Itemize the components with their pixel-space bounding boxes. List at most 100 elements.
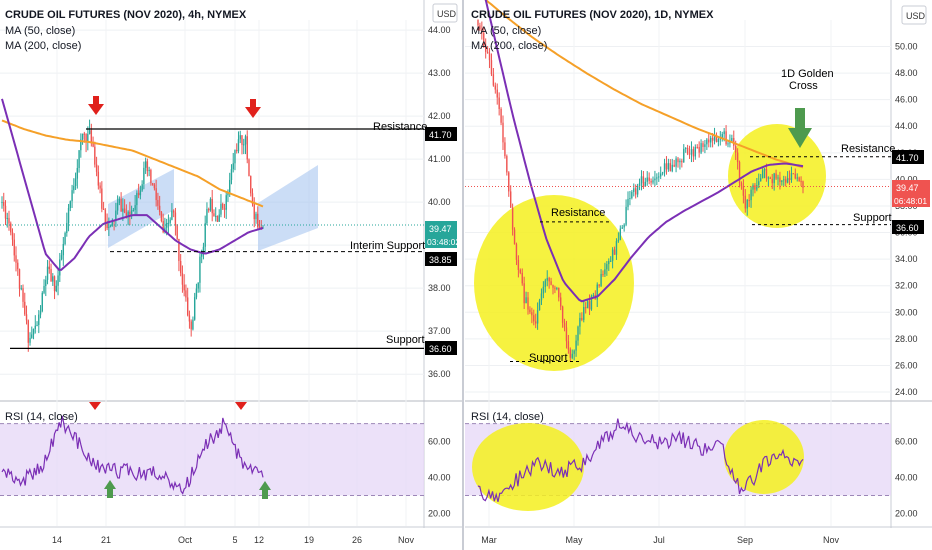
candle-body <box>241 135 243 145</box>
left-current-price-tag <box>425 221 457 248</box>
candle-body <box>709 137 712 143</box>
candle-body <box>160 211 163 221</box>
candle-body <box>529 309 531 313</box>
candle-body <box>484 46 487 52</box>
ma200-line-right <box>484 0 804 169</box>
left-panel: 36.0037.0038.0039.0040.0041.0042.0043.00… <box>0 0 462 545</box>
candle-body <box>36 324 38 326</box>
candle-body <box>186 297 189 316</box>
left-currency-badge[interactable] <box>432 3 458 23</box>
candle-body <box>74 178 77 186</box>
candle-body <box>573 350 575 354</box>
candle-body <box>183 284 185 291</box>
candle-body <box>122 208 124 212</box>
candle-body <box>713 135 716 141</box>
candle-body <box>683 148 685 163</box>
price-tick-label: 50.00 <box>895 42 918 52</box>
ma50-line-right <box>484 0 804 303</box>
candle-body <box>172 210 175 213</box>
candle-body <box>679 160 681 163</box>
left-interim-tag-text: 38.85 <box>429 255 452 265</box>
right-price-axis: 24.0026.0028.0030.0032.0034.0036.0038.00… <box>895 42 918 519</box>
candle-body <box>69 201 72 209</box>
candle-body <box>508 172 510 192</box>
candle-body <box>92 142 94 147</box>
candle-body <box>663 163 666 173</box>
candle-body <box>579 317 581 327</box>
candle-body <box>66 223 68 234</box>
candle-body <box>531 312 533 316</box>
candle-body <box>179 261 182 274</box>
candle-body <box>565 327 568 342</box>
candle-body <box>477 19 479 26</box>
right-panel: 24.0026.0028.0030.0032.0034.0036.0038.00… <box>465 0 932 545</box>
candle-body <box>784 179 787 183</box>
candle-body <box>498 97 500 109</box>
candle-body <box>725 131 727 145</box>
candle-body <box>581 317 583 320</box>
candle-body <box>586 301 589 309</box>
candle-body <box>775 173 777 179</box>
candle-body <box>796 177 798 179</box>
candle-body <box>202 246 205 254</box>
candle-body <box>608 261 610 265</box>
candle-body <box>248 159 250 177</box>
candle-body <box>479 25 481 30</box>
candle-body <box>598 284 600 286</box>
right-currency-label[interactable]: USD <box>906 11 926 21</box>
candle-body <box>29 337 31 343</box>
candle-body <box>583 306 585 320</box>
left-support-tag <box>425 341 457 355</box>
candle-body <box>488 53 491 61</box>
candle-body <box>492 74 495 86</box>
left-currency-label[interactable]: USD <box>437 9 457 19</box>
time-tick-label: 12 <box>254 535 264 545</box>
candle-body <box>650 180 652 183</box>
candle-body <box>81 133 84 140</box>
left-levels <box>0 128 424 349</box>
candle-body <box>675 158 677 167</box>
candle-body <box>483 32 485 47</box>
left-rsi-label: RSI (14, close) <box>5 411 78 423</box>
candle-body <box>627 198 629 207</box>
time-tick-label: Nov <box>398 535 415 545</box>
candle-body <box>481 29 483 33</box>
candle-body <box>120 198 122 212</box>
candle-body <box>767 177 770 179</box>
candle-body <box>158 205 161 212</box>
candle-body <box>638 183 641 186</box>
candle-body <box>102 208 105 210</box>
rsi-tick-label: 60.00 <box>895 437 918 447</box>
candle-body <box>731 138 733 143</box>
candle-body <box>211 198 213 214</box>
candle-body <box>50 269 52 282</box>
candle-body <box>652 180 654 183</box>
time-tick-label: 26 <box>352 535 362 545</box>
right-rsi-pane <box>465 418 891 511</box>
price-tick-label: 26.00 <box>895 360 918 370</box>
left-ma50-legend: MA (50, close) <box>5 25 75 37</box>
candle-body <box>561 306 564 323</box>
candle-body <box>95 164 98 172</box>
candle-body <box>176 225 178 239</box>
rsi-tick-label: 40.00 <box>428 472 451 482</box>
time-tick-label: Sep <box>737 535 753 545</box>
time-tick-label: 21 <box>101 535 111 545</box>
candle-body <box>584 306 587 309</box>
candle-body <box>567 341 570 350</box>
left-chart-title: CRUDE OIL FUTURES (NOV 2020), 4h, NYMEX <box>5 9 247 21</box>
candle-body <box>151 183 154 185</box>
time-tick-label: Jul <box>653 535 665 545</box>
right-currency-badge[interactable] <box>901 5 927 25</box>
candle-body <box>53 276 56 292</box>
candle-body <box>67 208 70 224</box>
candle-body <box>255 213 257 220</box>
candle-body <box>193 297 196 320</box>
candle-body <box>633 188 635 192</box>
candle-body <box>206 209 208 224</box>
price-tick-label: 36.00 <box>428 369 451 379</box>
candle-body <box>665 163 668 170</box>
candle-body <box>659 173 662 177</box>
candle-body <box>59 259 61 276</box>
